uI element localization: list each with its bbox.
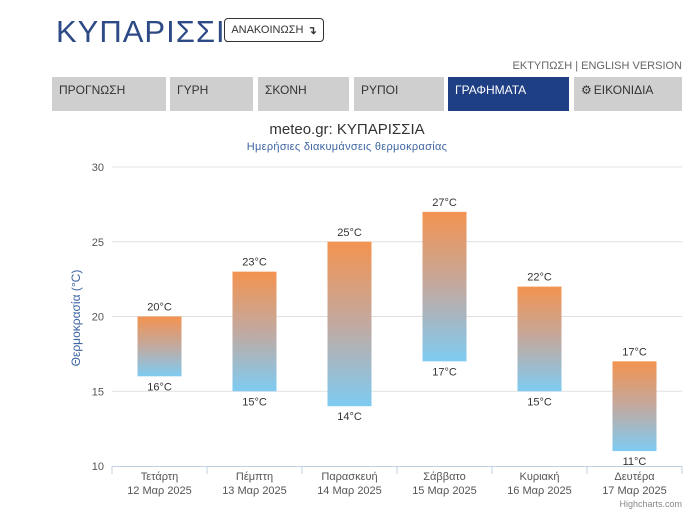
low-temp-label: 14°C [337, 411, 362, 423]
announcement-button[interactable]: ΑΝΑΚΟΙΝΩΣΗ ↴ [224, 18, 324, 42]
x-day-label: Κυριακή [519, 471, 559, 483]
main-tabs: ΠΡΟΓΝΩΣΗ ΓΥΡΗ ΣΚΟΝΗ ΡΥΠΟΙ ΓΡΑΦΗΜΑΤΑ ⚙ ΕΙΚ… [52, 77, 682, 111]
y-tick-label: 25 [92, 237, 104, 249]
temperature-bar[interactable] [327, 241, 372, 407]
x-day-label: Πέμπτη [236, 471, 273, 483]
low-temp-label: 15°C [527, 396, 552, 408]
english-version-link[interactable]: ENGLISH VERSION [581, 60, 682, 72]
tab-label: ΓΡΑΦΗΜΑΤΑ [455, 83, 527, 97]
x-date-label: 17 Μαρ 2025 [602, 485, 667, 497]
x-day-label: Παρασκευή [321, 471, 377, 483]
high-temp-label: 22°C [527, 272, 552, 284]
y-tick-label: 10 [92, 461, 104, 473]
low-temp-label: 17°C [432, 366, 457, 378]
tab-forecast[interactable]: ΠΡΟΓΝΩΣΗ [52, 77, 166, 111]
high-temp-label: 17°C [622, 346, 647, 358]
gear-icon: ⚙ [581, 83, 592, 97]
top-links: ΕΚΤΥΠΩΣΗ | ENGLISH VERSION [513, 60, 682, 72]
temperature-bar[interactable] [422, 211, 467, 362]
high-temp-label: 25°C [337, 227, 362, 239]
chart-title: meteo.gr: ΚΥΠΑΡΙΣΣΙΑ [269, 121, 425, 138]
low-temp-label: 15°C [242, 396, 267, 408]
temperature-bar[interactable] [232, 271, 277, 392]
print-link[interactable]: ΕΚΤΥΠΩΣΗ [512, 60, 573, 72]
tab-label: ΡΥΠΟΙ [361, 83, 399, 97]
y-tick-label: 15 [92, 386, 104, 398]
y-axis-title: Θερμοκρασία (°C) [69, 270, 83, 367]
tab-icons[interactable]: ⚙ ΕΙΚΟΝΙΔΙΑ [574, 77, 682, 111]
x-date-label: 13 Μαρ 2025 [222, 485, 287, 497]
low-temp-label: 11°C [623, 456, 647, 468]
arrow-down-hook-icon: ↴ [307, 24, 317, 37]
announcement-label: ΑΝΑΚΟΙΝΩΣΗ [231, 24, 304, 36]
credits-link[interactable]: Highcharts.com [619, 499, 682, 509]
x-day-label: Δευτέρα [614, 471, 655, 483]
x-day-label: Σάββατο [423, 471, 465, 483]
low-temp-label: 16°C [147, 381, 172, 393]
tab-pollutants[interactable]: ΡΥΠΟΙ [354, 77, 444, 111]
x-date-label: 12 Μαρ 2025 [127, 485, 192, 497]
y-tick-label: 20 [92, 312, 104, 324]
tab-label: ΠΡΟΓΝΩΣΗ [59, 83, 126, 97]
high-temp-label: 27°C [432, 197, 457, 209]
temperature-bar[interactable] [612, 361, 657, 452]
x-day-label: Τετάρτη [141, 471, 179, 483]
x-date-label: 15 Μαρ 2025 [412, 485, 477, 497]
chart-subtitle: Ημερήσιες διακυμάνσεις θερμοκρασίας [246, 141, 448, 153]
high-temp-label: 20°C [147, 302, 172, 314]
tab-label: ΣΚΟΝΗ [265, 83, 307, 97]
page-title: ΚΥΠΑΡΙΣΣΙΑ [56, 14, 248, 49]
y-tick-label: 30 [92, 162, 104, 174]
temperature-bar[interactable] [517, 286, 562, 392]
tab-label: ΓΥΡΗ [177, 83, 209, 97]
tab-charts[interactable]: ΓΡΑΦΗΜΑΤΑ [448, 77, 569, 111]
temperature-bar[interactable] [137, 316, 182, 377]
tab-label: ΕΙΚΟΝΙΔΙΑ [593, 83, 654, 97]
x-date-label: 14 Μαρ 2025 [317, 485, 382, 497]
x-date-label: 16 Μαρ 2025 [507, 485, 572, 497]
tab-pollen[interactable]: ΓΥΡΗ [170, 77, 253, 111]
tab-dust[interactable]: ΣΚΟΝΗ [258, 77, 349, 111]
link-separator: | [572, 60, 582, 72]
high-temp-label: 23°C [242, 257, 267, 269]
